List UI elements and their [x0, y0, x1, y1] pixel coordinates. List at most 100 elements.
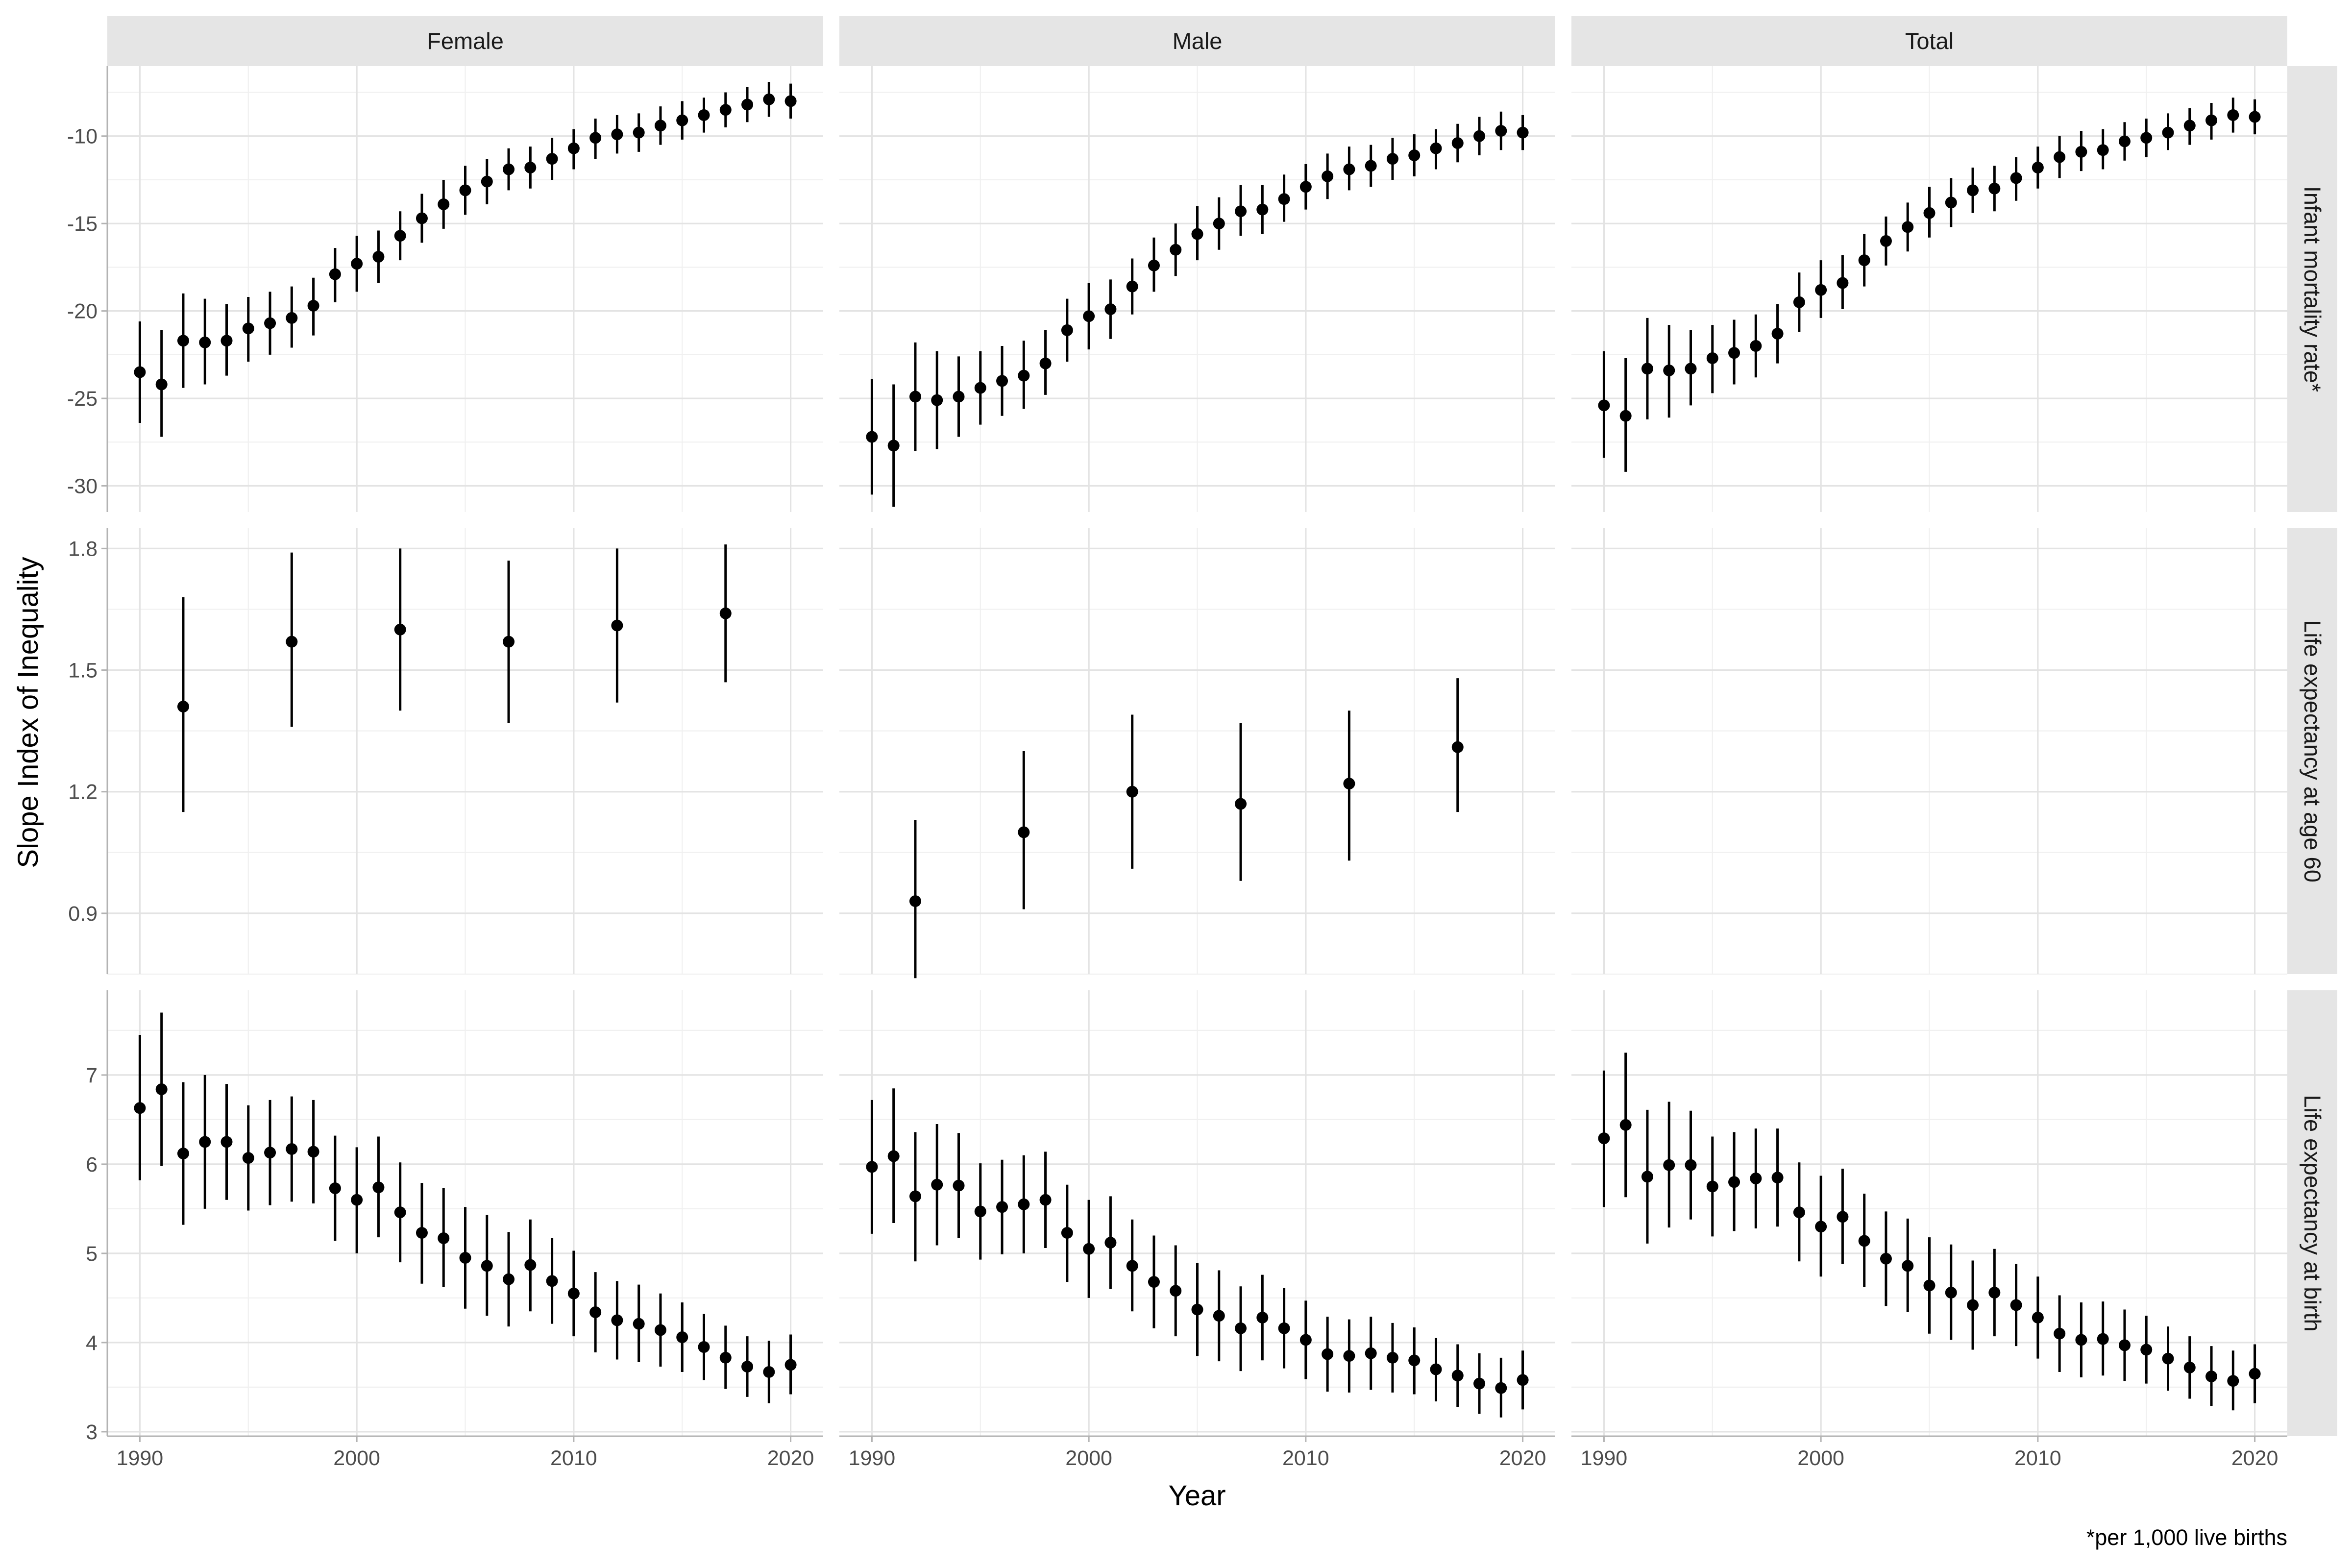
- data-point: [698, 109, 710, 121]
- data-point: [177, 335, 189, 347]
- data-point: [909, 895, 921, 907]
- strip-life-expectancy-at-age-60: [2287, 528, 2337, 974]
- data-point: [2118, 1339, 2131, 1351]
- data-point: [1967, 184, 1979, 196]
- chart-caption: *per 1,000 live births: [2086, 1525, 2287, 1550]
- data-point: [676, 1331, 688, 1343]
- data-point: [1343, 1350, 1355, 1362]
- data-point: [2032, 1311, 2044, 1323]
- y-tick-label: -15: [67, 212, 98, 236]
- data-point: [1235, 798, 1247, 810]
- data-point: [866, 431, 878, 443]
- data-point: [1880, 1252, 1892, 1265]
- data-point: [1858, 254, 1870, 267]
- series-total-life-expectancy-at-birth: [1598, 1053, 2261, 1411]
- data-point: [2227, 109, 2239, 121]
- data-point: [503, 1273, 515, 1285]
- data-point: [286, 312, 298, 324]
- data-point: [741, 98, 754, 111]
- data-point: [524, 161, 537, 173]
- panel-1-2: [1571, 528, 2287, 975]
- data-point: [2097, 144, 2109, 156]
- data-point: [372, 250, 385, 263]
- data-point: [763, 1366, 775, 1378]
- data-point: [763, 93, 775, 105]
- data-point: [953, 1179, 965, 1192]
- data-point: [1191, 228, 1203, 240]
- strip-label-infant-mortality-rate: Infant mortality rate*: [2300, 186, 2326, 392]
- strip-life-expectancy-at-birth: [2287, 990, 2337, 1436]
- data-point: [1299, 181, 1312, 193]
- data-point: [1706, 352, 1718, 364]
- data-point: [1213, 218, 1225, 230]
- data-point: [307, 1146, 319, 1158]
- data-point: [719, 104, 732, 116]
- data-point: [784, 1359, 797, 1371]
- series-female-life-expectancy-at-birth: [134, 1012, 797, 1403]
- data-point: [784, 95, 797, 107]
- data-point: [2162, 126, 2174, 139]
- panels-layer: [107, 66, 2287, 1436]
- data-point: [741, 1361, 754, 1373]
- data-point: [1343, 163, 1355, 175]
- data-point: [953, 391, 965, 403]
- data-point: [524, 1259, 537, 1271]
- data-point: [974, 1205, 986, 1218]
- data-point: [2118, 135, 2131, 147]
- data-point: [1018, 1198, 1030, 1210]
- data-point: [611, 128, 623, 141]
- data-point: [438, 1232, 450, 1244]
- data-point: [1451, 137, 1464, 149]
- x-tick-label: 2020: [2231, 1446, 2278, 1470]
- data-point: [1858, 1235, 1870, 1247]
- data-point: [1083, 1243, 1095, 1255]
- data-point: [1517, 126, 1529, 139]
- data-point: [676, 114, 688, 126]
- series-male-infant-mortality-rate: [866, 111, 1529, 507]
- data-point: [1256, 1311, 1269, 1323]
- panel-1-0: [107, 528, 823, 975]
- data-point: [931, 394, 943, 406]
- data-point: [2032, 161, 2044, 173]
- axes-layer: -10 -15 -20 -25 -30 1.8 1.5 1.2 0.9 7 6 5 4 3 1990 2000…: [67, 66, 2287, 1470]
- series-male-life-expectancy-at-birth: [866, 1088, 1529, 1418]
- data-point: [1750, 1173, 1762, 1185]
- data-point: [1343, 778, 1355, 790]
- data-point: [887, 1150, 900, 1162]
- data-point: [134, 1102, 146, 1114]
- data-point: [2140, 1344, 2153, 1356]
- data-point: [698, 1341, 710, 1353]
- data-point: [866, 1161, 878, 1173]
- data-point: [2227, 1375, 2239, 1387]
- y-tick-label: -25: [67, 387, 98, 411]
- data-point: [1945, 196, 1957, 209]
- strip-female: [107, 16, 823, 66]
- data-point: [372, 1181, 385, 1194]
- data-point: [1430, 1363, 1442, 1375]
- data-point: [1685, 363, 1697, 375]
- x-axis-title: Year: [1168, 1480, 1225, 1512]
- data-point: [654, 1324, 666, 1336]
- x-tick-label: 2010: [2014, 1446, 2061, 1470]
- strip-infant-mortality-rate: [2287, 66, 2337, 512]
- data-point: [2010, 1299, 2022, 1311]
- data-point: [1988, 182, 2001, 195]
- data-point: [286, 636, 298, 648]
- data-point: [220, 1136, 233, 1148]
- data-point: [1902, 221, 1914, 233]
- data-point: [887, 440, 900, 452]
- data-point: [155, 1083, 168, 1096]
- data-point: [1923, 1279, 1936, 1292]
- data-point: [2054, 151, 2066, 163]
- data-point: [1663, 1159, 1675, 1171]
- data-point: [1170, 1285, 1182, 1297]
- data-point: [2205, 1371, 2218, 1383]
- x-tick-label: 2000: [1065, 1446, 1112, 1470]
- data-point: [1322, 170, 1334, 182]
- data-point: [1641, 1171, 1653, 1183]
- y-tick-label: 1.5: [68, 659, 98, 683]
- data-point: [1451, 1370, 1464, 1382]
- data-point: [2054, 1327, 2066, 1340]
- data-point: [1685, 1159, 1697, 1171]
